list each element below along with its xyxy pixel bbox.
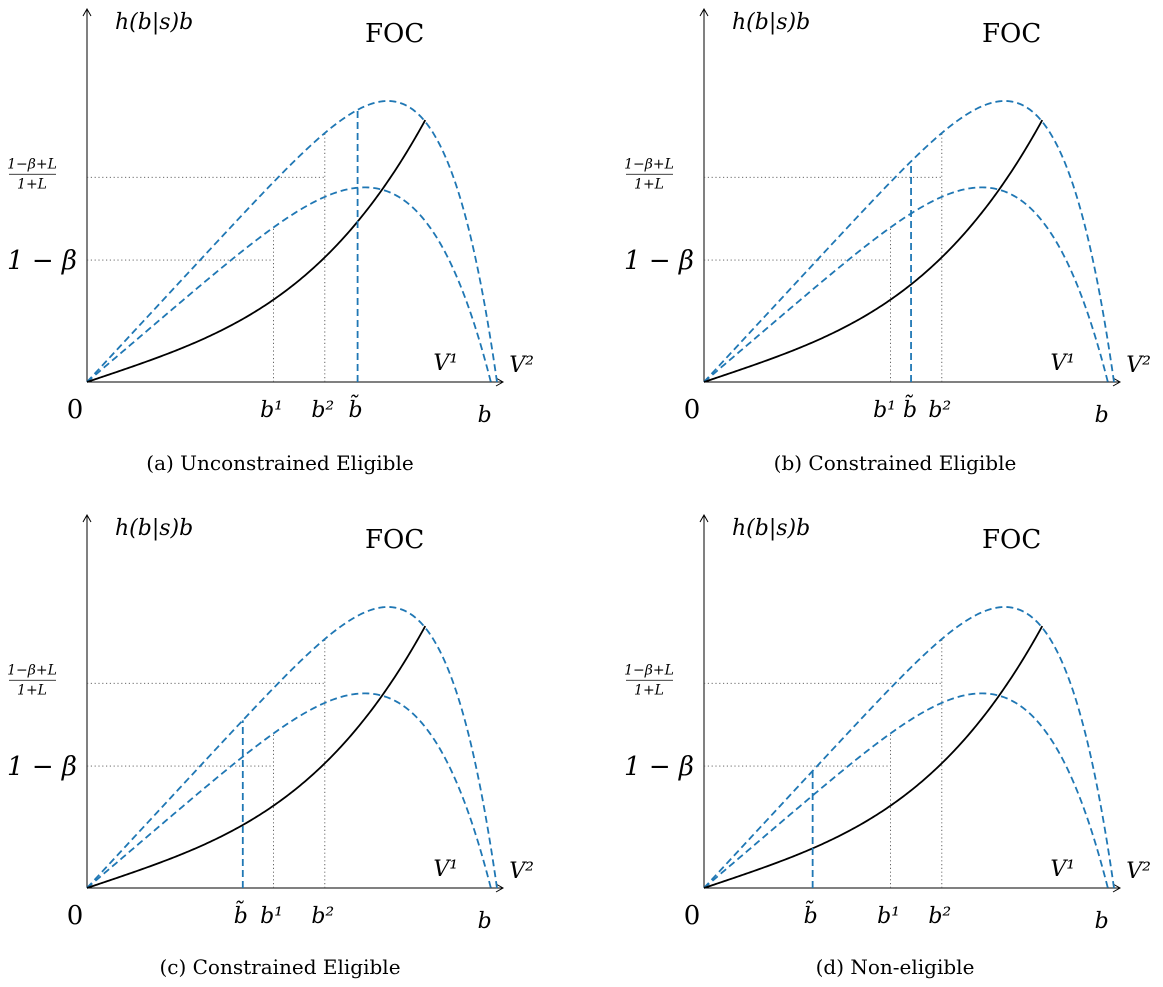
series-v2-label: V² — [1126, 353, 1151, 378]
x-tick-b1: b¹ — [873, 398, 896, 423]
y-axis-label: h(b|s)b — [732, 516, 810, 541]
x-tick-b2: b² — [311, 904, 334, 929]
series-v2-curve — [86, 100, 498, 383]
series-v2-label: V² — [1126, 859, 1151, 884]
panel-2: h(b|s)b FOC 1−β+L 1+L 1 − β 0 b¹ b̃ b² b V¹ V² (b) C… — [624, 7, 1151, 475]
y-tick-num: 1−β+L — [624, 662, 674, 678]
x-tick-origin: 0 — [684, 901, 701, 931]
series-v1-curve — [86, 692, 492, 889]
series-v1-curve — [703, 692, 1109, 889]
foc-curve — [703, 625, 1044, 889]
x-axis-label: b — [1095, 909, 1109, 934]
panel-caption: (a) Unconstrained Eligible — [146, 451, 413, 475]
x-axis-label: b — [478, 909, 492, 934]
foc-curve — [86, 625, 427, 889]
foc-label: FOC — [365, 525, 424, 555]
series-v1-label: V¹ — [1050, 351, 1075, 376]
series-v2-curve — [703, 606, 1115, 889]
panel-1: h(b|s)b FOC 1−β+L 1+L 1 − β 0 b¹ b² b̃ b V¹ V² (a) U… — [7, 7, 534, 475]
x-tick-b2: b² — [928, 904, 951, 929]
x-tick-origin: 0 — [67, 901, 84, 931]
foc-label: FOC — [982, 525, 1041, 555]
panel-4: h(b|s)b FOC 1−β+L 1+L 1 − β 0 b̃ b¹ b² b V¹ V² (d) N… — [624, 513, 1151, 979]
y-tick-den: 1+L — [17, 176, 47, 192]
y-axis-label: h(b|s)b — [115, 516, 193, 541]
x-tick-b1: b¹ — [260, 398, 283, 423]
x-tick-b1: b¹ — [260, 904, 283, 929]
y-tick-num: 1−β+L — [7, 662, 57, 678]
y-axis-label: h(b|s)b — [115, 10, 193, 35]
y-tick-num: 1−β+L — [624, 156, 674, 172]
y-tick-low: 1 − β — [7, 752, 77, 782]
x-tick-btilde: b̃ — [903, 393, 917, 423]
x-tick-btilde: b̃ — [349, 393, 363, 423]
y-axis-arrow — [699, 513, 709, 523]
x-axis-arrow — [1112, 377, 1122, 387]
y-axis-arrow — [82, 7, 92, 17]
series-v1-curve — [703, 186, 1109, 383]
series-v2-curve — [86, 606, 498, 889]
foc-label: FOC — [365, 19, 424, 49]
y-tick-low: 1 − β — [624, 246, 694, 276]
x-axis-label: b — [1095, 403, 1109, 428]
x-tick-btilde: b̃ — [234, 899, 248, 929]
series-v2-label: V² — [509, 353, 534, 378]
series-v1-label: V¹ — [433, 351, 458, 376]
x-tick-origin: 0 — [67, 395, 84, 425]
x-tick-btilde: b̃ — [804, 899, 818, 929]
series-v1-label: V¹ — [1050, 857, 1075, 882]
y-tick-low: 1 − β — [7, 246, 77, 276]
y-tick-den: 1+L — [634, 682, 664, 698]
series-v1-curve — [86, 186, 492, 383]
foc-curve — [703, 119, 1044, 383]
x-axis-label: b — [478, 403, 492, 428]
x-axis-arrow — [1112, 883, 1122, 893]
foc-label: FOC — [982, 19, 1041, 49]
y-tick-den: 1+L — [17, 682, 47, 698]
x-axis-arrow — [495, 883, 505, 893]
foc-curve — [86, 119, 427, 383]
x-axis-arrow — [495, 377, 505, 387]
x-tick-b1: b¹ — [877, 904, 900, 929]
panel-caption: (d) Non-eligible — [816, 955, 975, 979]
series-v2-label: V² — [509, 859, 534, 884]
panel-caption: (b) Constrained Eligible — [774, 451, 1017, 475]
panel-caption: (c) Constrained Eligible — [159, 955, 400, 979]
series-v1-label: V¹ — [433, 857, 458, 882]
x-tick-origin: 0 — [684, 395, 701, 425]
panel-3: h(b|s)b FOC 1−β+L 1+L 1 − β 0 b̃ b¹ b² b V¹ V² (c) C… — [7, 513, 534, 979]
y-axis-label: h(b|s)b — [732, 10, 810, 35]
y-axis-arrow — [82, 513, 92, 523]
y-axis-arrow — [699, 7, 709, 17]
y-tick-low: 1 − β — [624, 752, 694, 782]
x-tick-b2: b² — [928, 398, 951, 423]
x-tick-b2: b² — [311, 398, 334, 423]
y-tick-den: 1+L — [634, 176, 664, 192]
series-v2-curve — [703, 100, 1115, 383]
y-tick-num: 1−β+L — [7, 156, 57, 172]
